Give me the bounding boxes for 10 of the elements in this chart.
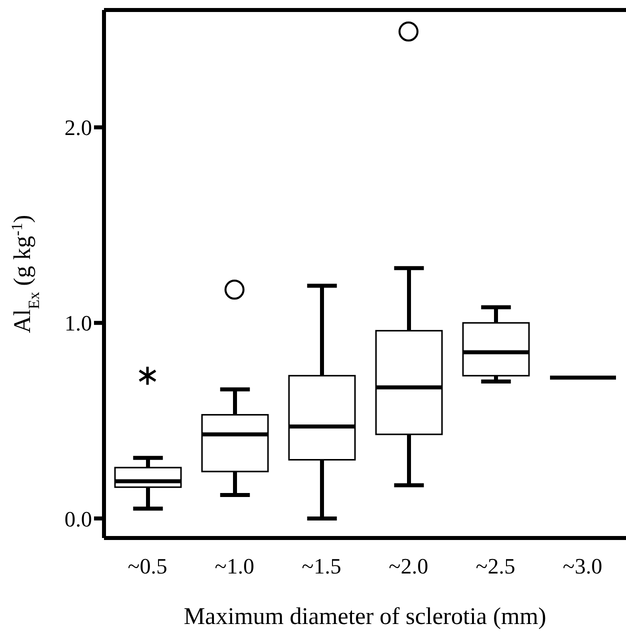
x-tick-label: ~0.5 [128, 554, 168, 579]
y-tick-label: 1.0 [64, 310, 92, 336]
x-tick-label: ~2.5 [476, 554, 516, 579]
x-axis-title: Maximum diameter of sclerotia (mm) [184, 604, 546, 630]
y-tick-label: 2.0 [64, 115, 92, 140]
x-tick-label: ~2.0 [388, 554, 428, 579]
x-tick-label: ~3.0 [562, 554, 602, 579]
x-tick-label: ~1.5 [302, 554, 342, 579]
y-tick-label: 0.0 [64, 506, 92, 532]
x-tick-label: ~1.0 [214, 554, 254, 579]
